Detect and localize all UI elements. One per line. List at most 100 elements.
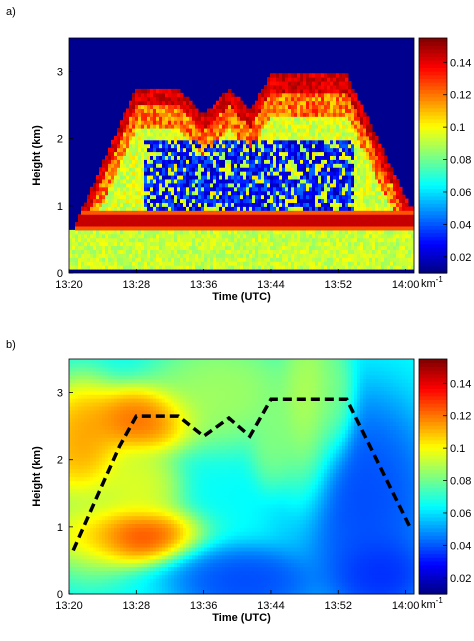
heatmap-cell	[279, 233, 283, 239]
heatmap-cell	[237, 159, 241, 164]
heatmap-cell	[315, 253, 319, 258]
heatmap-cell	[198, 147, 202, 153]
heatmap-cell	[180, 253, 184, 258]
heatmap-cell	[171, 218, 175, 223]
heatmap-cell	[198, 179, 202, 184]
heatmap-cell	[102, 245, 106, 250]
heatmap-cell	[309, 179, 313, 184]
heatmap-cell	[162, 147, 166, 153]
heatmap-cell	[285, 261, 289, 266]
heatmap-cell	[363, 253, 367, 258]
heatmap-cell	[78, 449, 82, 454]
heatmap-cell	[210, 147, 214, 153]
heatmap-cell	[258, 249, 262, 254]
heatmap-cell	[78, 578, 82, 583]
heatmap-cell	[255, 218, 259, 223]
heatmap-cell	[336, 206, 340, 211]
heatmap-cell	[264, 159, 268, 164]
heatmap-cell	[363, 175, 367, 180]
heatmap-cell	[195, 167, 199, 172]
heatmap-cell	[285, 202, 289, 207]
heatmap-cell	[381, 182, 385, 188]
heatmap-cell	[327, 229, 331, 235]
heatmap-cell	[81, 398, 85, 403]
heatmap-cell	[180, 92, 184, 98]
heatmap-cell	[123, 237, 127, 243]
heatmap-cell	[303, 171, 307, 176]
heatmap-cell	[78, 374, 82, 380]
heatmap-cell	[144, 249, 148, 254]
heatmap-cell	[273, 198, 277, 203]
heatmap-cell	[261, 226, 265, 231]
heatmap-cell	[384, 175, 388, 180]
heatmap-cell	[159, 214, 163, 219]
heatmap-cell	[351, 218, 355, 223]
heatmap-cell	[201, 226, 205, 231]
heatmap-cell	[246, 147, 250, 153]
heatmap-cell	[195, 163, 199, 168]
heatmap-cell	[174, 257, 178, 262]
heatmap-cell	[150, 233, 154, 239]
heatmap-cell	[159, 155, 163, 160]
heatmap-cell	[282, 132, 286, 137]
heatmap-cell	[372, 186, 376, 192]
heatmap-cell	[282, 175, 286, 180]
heatmap-cell	[141, 159, 145, 164]
heatmap-cell	[168, 194, 172, 200]
heatmap-cell	[255, 257, 259, 262]
heatmap-cell	[312, 190, 316, 196]
heatmap-cell	[294, 210, 298, 215]
heatmap-cell	[405, 249, 409, 254]
heatmap-cell	[348, 202, 352, 207]
heatmap-cell	[123, 206, 127, 211]
heatmap-cell	[177, 151, 181, 156]
heatmap-cell	[327, 81, 331, 86]
colorbar-segment	[419, 111, 447, 116]
heatmap-cell	[321, 241, 325, 247]
heatmap-cell	[75, 265, 79, 270]
heatmap-cell	[303, 100, 307, 106]
heatmap-cell	[297, 108, 301, 113]
heatmap-cell	[171, 210, 175, 215]
heatmap-cell	[183, 218, 187, 223]
heatmap-cell	[132, 128, 136, 133]
heatmap-cell	[288, 245, 292, 250]
heatmap-cell	[171, 265, 175, 270]
heatmap-cell	[144, 190, 148, 196]
heatmap-cell	[153, 135, 157, 141]
heatmap-cell	[120, 229, 124, 235]
heatmap-cell	[255, 190, 259, 196]
heatmap-cell	[153, 198, 157, 203]
heatmap-cell	[153, 194, 157, 200]
heatmap-cell	[321, 182, 325, 188]
heatmap-cell	[306, 171, 310, 176]
heatmap-cell	[132, 194, 136, 200]
heatmap-cell	[336, 128, 340, 133]
heatmap-cell	[75, 527, 79, 532]
heatmap-cell	[357, 214, 361, 219]
heatmap-cell	[291, 249, 295, 254]
heatmap-cell	[201, 112, 205, 117]
heatmap-cell	[312, 233, 316, 239]
heatmap-cell	[231, 108, 235, 113]
heatmap-cell	[237, 233, 241, 239]
colorbar-segment	[419, 162, 447, 168]
heatmap-cell	[189, 151, 193, 156]
x-axis-label: Time (UTC)	[212, 291, 271, 303]
heatmap-cell	[402, 226, 406, 231]
heatmap-cell	[351, 186, 355, 192]
heatmap-cell	[75, 257, 79, 262]
heatmap-cell	[333, 257, 337, 262]
heatmap-cell	[120, 163, 124, 168]
heatmap-cell	[246, 128, 250, 133]
heatmap-cell	[399, 226, 403, 231]
heatmap-cell	[234, 159, 238, 164]
heatmap-cell	[84, 578, 88, 583]
heatmap-cell	[213, 151, 217, 156]
heatmap-cell	[282, 261, 286, 266]
heatmap-cell	[222, 218, 226, 223]
heatmap-cell	[234, 179, 238, 184]
heatmap-cell	[186, 249, 190, 254]
heatmap-cell	[228, 233, 232, 239]
heatmap-cell	[297, 88, 301, 94]
